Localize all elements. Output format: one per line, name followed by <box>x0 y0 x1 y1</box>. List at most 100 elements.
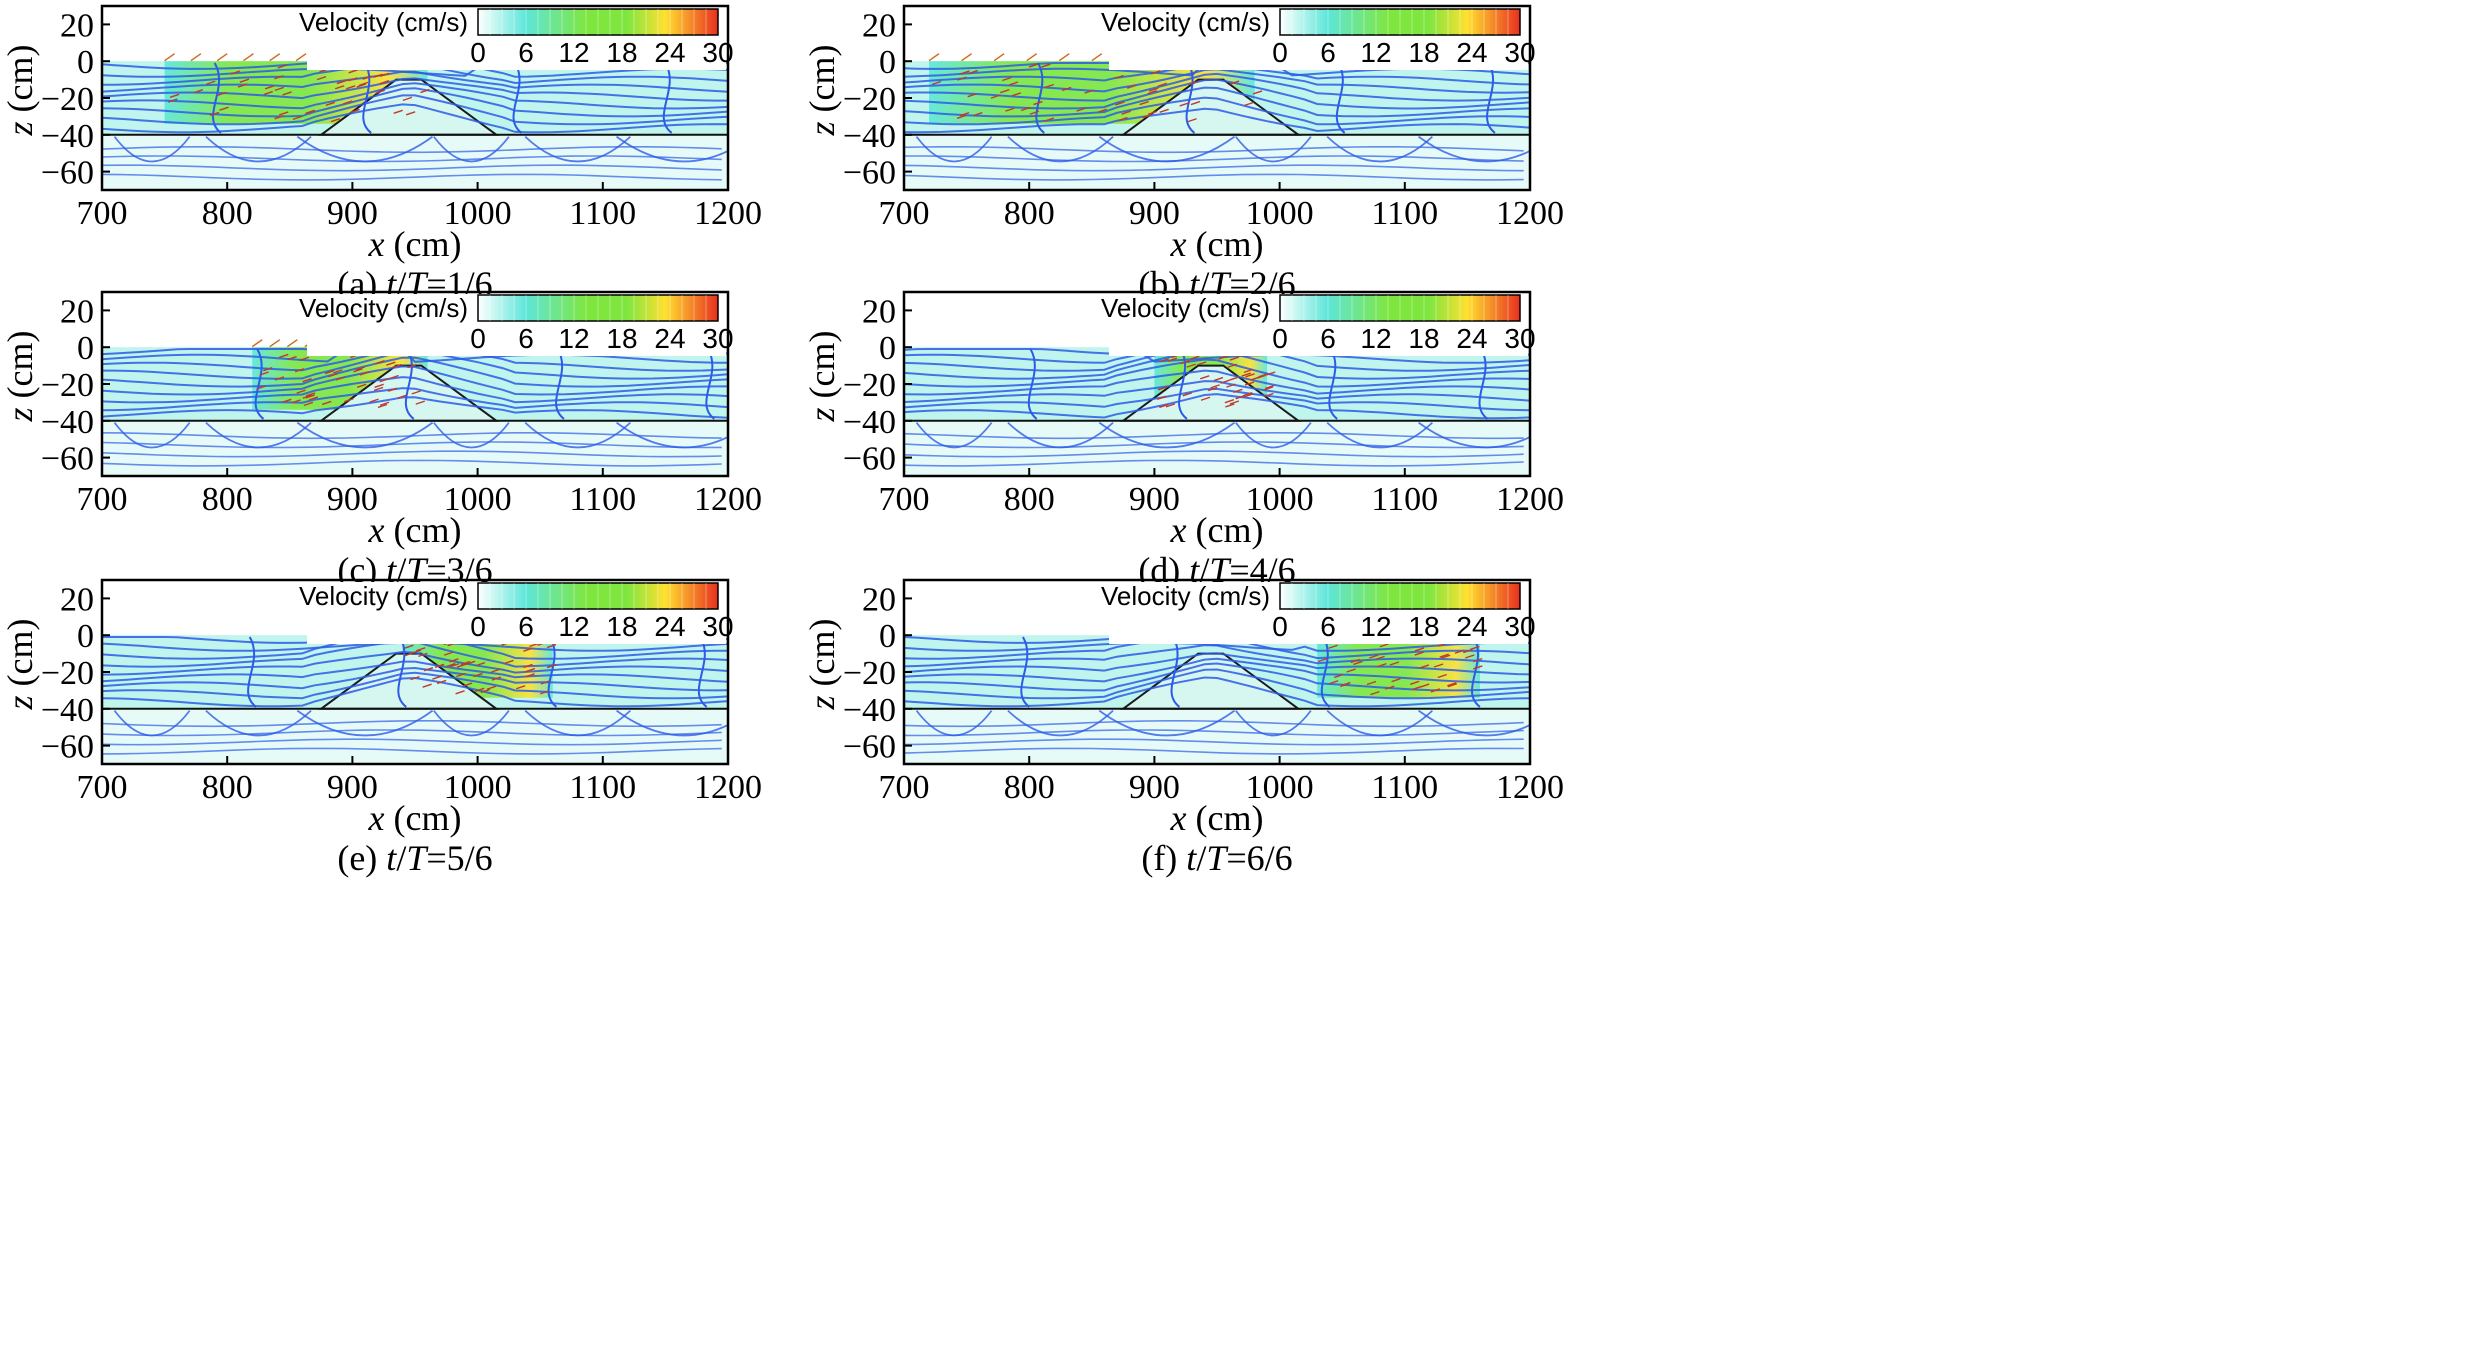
colorbar-tick-label: 6 <box>1320 611 1336 642</box>
streamline <box>1326 135 1433 163</box>
velocity-vector <box>1220 379 1230 384</box>
y-tick-label: −40 <box>41 692 94 729</box>
y-axis-unit: (cm) <box>802 331 842 408</box>
velocity-vector <box>1165 403 1176 408</box>
velocity-vector <box>1225 403 1235 408</box>
surface-vector <box>286 339 298 348</box>
velocity-vector <box>1465 654 1475 659</box>
streamline <box>616 709 728 737</box>
streamline <box>433 710 510 737</box>
streamline <box>904 657 1530 684</box>
y-tick-label: 20 <box>862 581 896 618</box>
streamline <box>1328 348 1338 420</box>
velocity-vector <box>465 660 476 665</box>
velocity-vector <box>1419 683 1430 688</box>
colorbar-tick-label: 12 <box>558 611 589 642</box>
x-tick-label: 1000 <box>444 769 512 806</box>
velocity-vector <box>1199 375 1210 380</box>
velocity-vector <box>379 80 390 85</box>
streamline <box>102 720 722 728</box>
y-axis-label: z (cm) <box>802 619 842 711</box>
velocity-vector <box>169 93 180 98</box>
colorbar-tick-label: 12 <box>558 323 589 354</box>
velocity-vector <box>1157 82 1167 87</box>
y-tick-label: 20 <box>60 581 94 618</box>
velocity-vector <box>1353 660 1363 666</box>
x-axis-label: x (cm) <box>1170 510 1264 550</box>
y-tick-label: −60 <box>843 441 896 478</box>
velocity-vector <box>1028 63 1039 68</box>
streamline <box>102 729 722 737</box>
x-axis-unit: (cm) <box>1187 510 1264 550</box>
streamline <box>904 72 1530 102</box>
velocity-vector <box>355 366 365 371</box>
x-tick-label: 1200 <box>694 769 762 806</box>
velocity-vector <box>456 672 466 678</box>
caption-t: t <box>1186 838 1197 878</box>
velocity-vector <box>369 398 379 403</box>
x-tick-label: 1200 <box>1496 195 1564 232</box>
colorbar-tick-label: 30 <box>1504 323 1535 354</box>
x-axis-unit: (cm) <box>1187 224 1264 264</box>
colorbar-tick-label: 12 <box>1360 37 1391 68</box>
velocity-vector <box>294 368 305 373</box>
velocity-vector <box>1243 393 1254 398</box>
x-axis-label: x (cm) <box>1170 224 1264 264</box>
streamline <box>904 369 1530 396</box>
velocity-vector <box>1187 118 1197 123</box>
bed-region <box>102 708 728 764</box>
plot-area <box>904 339 1530 476</box>
velocity-vector <box>1377 662 1387 668</box>
caption-slash: / <box>1199 550 1209 590</box>
y-tick-label: −20 <box>41 81 94 118</box>
velocity-vector <box>348 77 358 82</box>
velocity-vector <box>1385 685 1395 690</box>
velocity-vector <box>957 76 967 81</box>
x-tick-label: 1200 <box>1496 481 1564 518</box>
velocity-vector <box>1061 86 1072 92</box>
colorbar-tick-label: 18 <box>606 323 637 354</box>
colorbar-tick-label: 18 <box>1408 323 1439 354</box>
x-tick-label: 700 <box>77 195 128 232</box>
velocity-vector <box>1189 80 1199 86</box>
velocity-vector <box>1115 101 1125 106</box>
velocity-vector <box>1218 355 1228 360</box>
velocity-vector <box>302 378 312 383</box>
velocity-vector <box>404 644 414 649</box>
velocity-vector <box>379 401 390 406</box>
y-tick-label: −20 <box>843 81 896 118</box>
velocity-vector <box>1317 657 1328 663</box>
velocity-vector <box>486 685 497 690</box>
velocity-vector <box>343 100 353 105</box>
streamline <box>102 376 728 404</box>
y-tick-label: −60 <box>843 155 896 192</box>
y-axis-unit: (cm) <box>802 45 842 122</box>
colorbar-tick-label: 24 <box>654 611 685 642</box>
velocity-vector <box>1473 665 1483 670</box>
velocity-vector <box>316 75 327 81</box>
streamline <box>1486 62 1496 134</box>
velocity-vector <box>407 363 417 369</box>
y-tick-label: 0 <box>77 44 94 81</box>
velocity-vector <box>540 690 550 695</box>
x-tick-label: 1000 <box>1246 195 1314 232</box>
x-tick-label: 800 <box>1004 769 1055 806</box>
plot-area <box>904 627 1530 764</box>
velocity-vector <box>1229 80 1240 85</box>
velocity-vector <box>1213 376 1224 382</box>
streamline <box>915 422 993 449</box>
streamline <box>904 668 1530 700</box>
velocity-vector <box>1252 90 1263 95</box>
velocity-vector <box>256 385 266 390</box>
x-tick-label: 1000 <box>444 195 512 232</box>
velocity-vector <box>1433 663 1444 668</box>
velocity-vector <box>279 111 289 116</box>
x-tick-label: 900 <box>1129 769 1180 806</box>
y-tick-label: −60 <box>41 155 94 192</box>
velocity-vector <box>1243 368 1254 374</box>
velocity-vector <box>1264 384 1275 390</box>
x-axis-unit: (cm) <box>385 510 462 550</box>
panel-caption: (e) t/T=5/6 <box>337 838 492 878</box>
colorbar-tick-label: 30 <box>702 611 733 642</box>
